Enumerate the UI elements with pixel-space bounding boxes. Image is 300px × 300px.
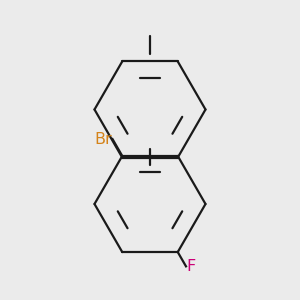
Text: F: F	[186, 259, 195, 274]
Text: Br: Br	[95, 131, 112, 146]
